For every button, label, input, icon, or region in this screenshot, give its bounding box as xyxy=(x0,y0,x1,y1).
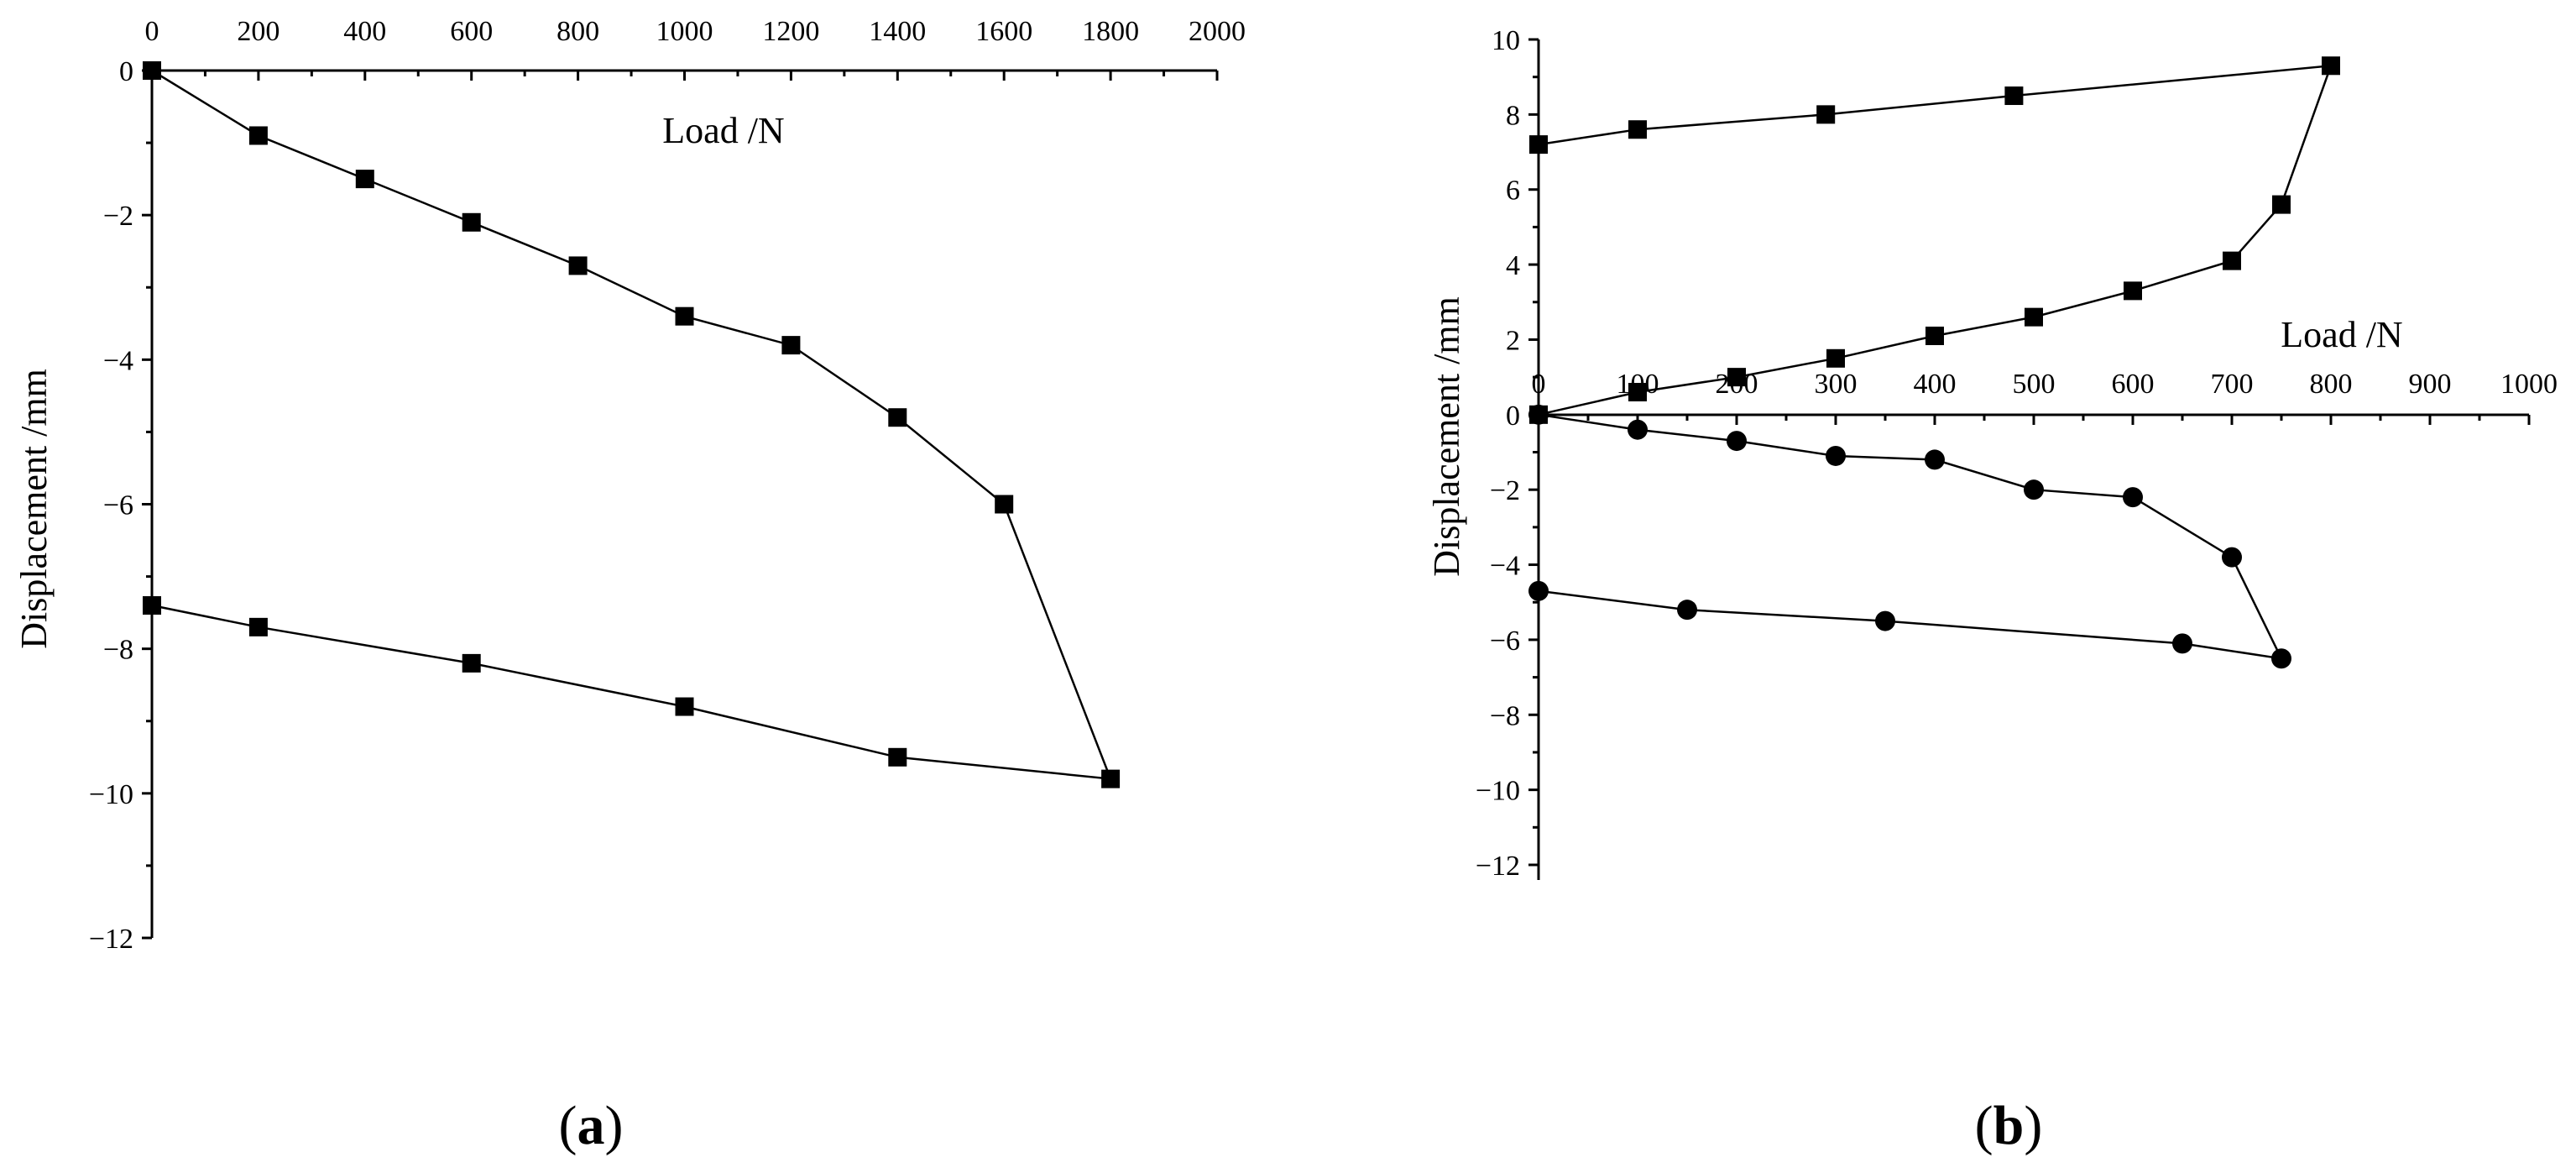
panel-b-series-negative-point xyxy=(1826,445,1846,466)
panel-b-x-tick-label: 800 xyxy=(2310,369,2353,400)
panel-a-series-loading-unloading-line xyxy=(151,69,1113,781)
panel-a-series-loading-unloading-point xyxy=(781,336,801,355)
panel-a-series-loading-unloading-point xyxy=(675,306,694,326)
panel-a-series-loading-unloading-point xyxy=(888,747,907,767)
panel-b-x-tick-label: 0 xyxy=(1532,369,1546,400)
panel-a-y-tick-label: −8 xyxy=(103,635,133,666)
panel-a-x-tick-label: 1800 xyxy=(1082,16,1139,47)
panel-b-series-positive-point xyxy=(1816,105,1836,124)
panel-b-series-positive-point xyxy=(1628,383,1647,402)
panel-a-x-tick-label: 1600 xyxy=(975,16,1032,47)
panel-a-x-tick-label: 400 xyxy=(343,16,386,47)
panel-b-y-tick-label: −12 xyxy=(1476,851,1520,882)
panel-b-y-tick-label: −8 xyxy=(1490,700,1520,731)
panel-b-series-positive-point xyxy=(1529,135,1548,155)
panel-a-x-tick-label: 800 xyxy=(556,16,599,47)
panel-b-x-tick-label: 500 xyxy=(2013,369,2056,400)
panel-a-y-axis-title: Displacement /mm xyxy=(13,369,55,649)
panel-b-y-tick-label: 8 xyxy=(1506,100,1520,131)
panel-b-series-negative-point xyxy=(2024,479,2044,500)
panel-a-series-loading-unloading-point xyxy=(143,61,161,80)
panel-a-x-tick-label: 600 xyxy=(450,16,493,47)
panel-b-y-tick-label: −10 xyxy=(1476,776,1520,807)
panel-b-series-negative-point xyxy=(2271,648,2291,669)
panel-b-label: (b) xyxy=(1975,1095,2043,1156)
panel-b-series-negative-point xyxy=(1925,449,1945,470)
panel-b-y-tick-label: −2 xyxy=(1490,475,1520,506)
panel-b-series-positive-point xyxy=(2223,251,2241,270)
panel-b-y-tick-label: 10 xyxy=(1492,25,1520,56)
panel-b-series-positive-point xyxy=(1727,368,1746,387)
panel-b-x-tick-label: 300 xyxy=(1815,369,1858,400)
panel-b-series-positive-point xyxy=(1628,120,1647,139)
panel-a-x-axis-title: Load /N xyxy=(662,110,784,151)
panel-b-x-tick-label: 1000 xyxy=(2500,369,2558,400)
panel-b-series-negative-point xyxy=(2172,633,2192,654)
panel-b-ticks: 010020030040050060070080090010001086420−… xyxy=(1476,25,2558,882)
panel-a-x-tick-label: 1000 xyxy=(656,16,713,47)
panel-a-y-tick-label: −4 xyxy=(103,345,133,376)
panel-b-series xyxy=(1528,56,2340,669)
panel-b-series-negative-point xyxy=(1628,419,1648,440)
panel-b-series-positive-point xyxy=(2124,281,2142,301)
panel-a-series-loading-unloading-point xyxy=(248,126,268,145)
panel-a-label: (a) xyxy=(559,1095,624,1156)
panel-a-x-tick-label: 1200 xyxy=(762,16,819,47)
panel-b-series-negative-point xyxy=(1727,431,1747,452)
panel-b-series-positive-point xyxy=(1925,326,1944,345)
chart-panel-b: 010020030040050060070080090010001086420−… xyxy=(1426,25,2558,1156)
panel-b-series-negative-point xyxy=(1677,600,1697,621)
panel-a-series-loading-unloading-point xyxy=(568,256,588,275)
panel-b-label-letter: b xyxy=(1993,1095,2025,1156)
panel-a-y-tick-label: −10 xyxy=(89,779,133,810)
panel-a-ticks: 0 200 400 600 800 1000 1200 1400 1600 1800 2000 0 −2… xyxy=(89,16,1246,955)
panel-b-series-negative-line xyxy=(1538,413,2284,660)
panel-a-x-tick-label: 1400 xyxy=(869,16,926,47)
panel-b-y-axis-title: Displacement /mm xyxy=(1426,296,1467,577)
panel-a-label-letter: a xyxy=(577,1095,605,1156)
panel-a-series-loading-unloading-point xyxy=(1101,769,1121,788)
panel-b-series-negative-point xyxy=(2222,547,2242,568)
panel-b-x-tick-label: 700 xyxy=(2211,369,2254,400)
panel-b-x-tick-label: 900 xyxy=(2409,369,2452,400)
panel-b-y-tick-label: −4 xyxy=(1490,551,1520,582)
panel-a-y-tick-label: −2 xyxy=(103,201,133,232)
panel-b-series-positive-line xyxy=(1538,64,2333,416)
panel-a-y-tick-label: −6 xyxy=(103,490,133,521)
panel-a-series-loading-unloading-point xyxy=(888,408,907,427)
chart-panel-a: 0 200 400 600 800 1000 1200 1400 1600 1800 2000 0 −2… xyxy=(13,16,1246,1156)
panel-a-x-tick-label: 0 xyxy=(145,16,159,47)
panel-a-x-tick-label: 2000 xyxy=(1189,16,1246,47)
panel-b-series-negative-point xyxy=(1875,610,1895,631)
panel-a-series-loading-unloading-point xyxy=(462,212,481,232)
panel-a-series-loading-unloading-point xyxy=(248,617,268,636)
panel-a-series-loading-unloading-point xyxy=(995,495,1014,514)
panel-a-series xyxy=(143,61,1121,788)
panel-b-y-tick-label: 2 xyxy=(1506,325,1520,356)
panel-a-series-loading-unloading-point xyxy=(675,697,694,716)
panel-b-series-negative-point xyxy=(2123,487,2143,508)
panel-b-y-tick-label: 0 xyxy=(1506,401,1520,432)
panel-b-y-tick-label: 4 xyxy=(1506,250,1520,281)
panel-b-x-axis-title: Load /N xyxy=(2281,314,2402,355)
panel-a-x-tick-label: 200 xyxy=(237,16,280,47)
panel-b-y-tick-label: −6 xyxy=(1490,626,1520,657)
panel-b-x-tick-label: 600 xyxy=(2112,369,2155,400)
panel-b-series-positive-point xyxy=(2004,86,2024,106)
panel-a-series-loading-unloading-point xyxy=(462,653,481,673)
panel-b-x-tick-label: 400 xyxy=(1914,369,1957,400)
panel-b-y-tick-label: 6 xyxy=(1506,175,1520,207)
panel-a-y-tick-label: 0 xyxy=(119,56,133,87)
panel-a-series-loading-unloading-point xyxy=(143,596,161,615)
panel-a-series-loading-unloading-point xyxy=(355,170,374,189)
panel-a-y-tick-label: −12 xyxy=(89,924,133,955)
panel-b-series-positive-point xyxy=(2322,56,2340,76)
panel-b-series-negative-point xyxy=(1528,404,1549,425)
panel-b-series-positive-point xyxy=(2025,307,2043,327)
panel-b-series-positive-point xyxy=(1826,348,1845,368)
panel-b-series-negative-point xyxy=(1528,580,1549,601)
panel-b-series-positive-point xyxy=(2272,195,2291,214)
